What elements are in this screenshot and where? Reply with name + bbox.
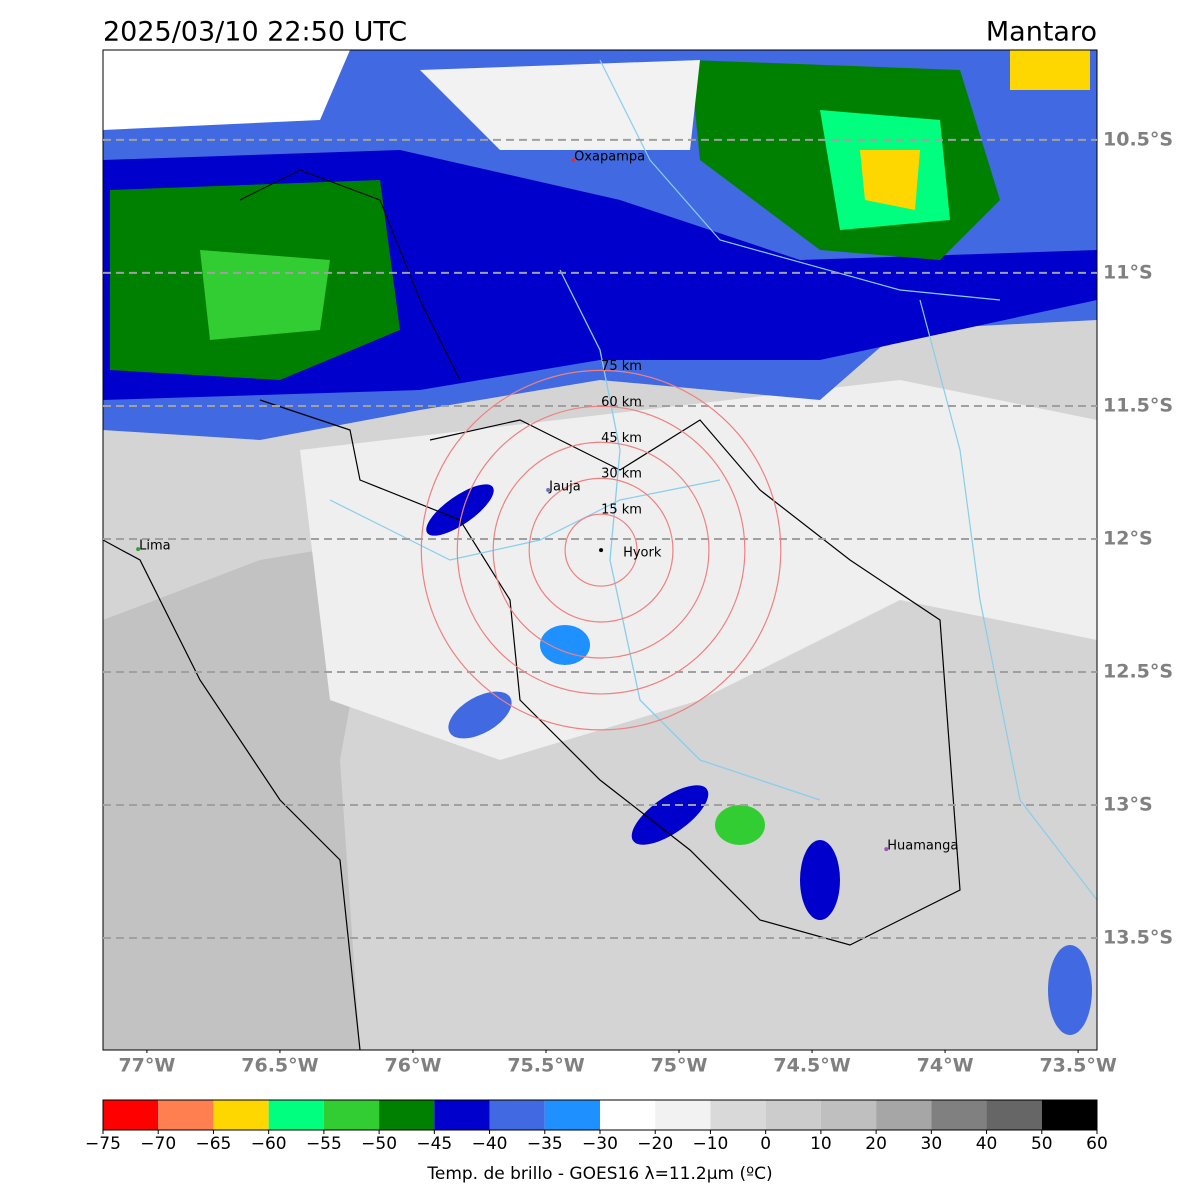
ring-label: 60 km: [601, 395, 642, 410]
title: 2025/03/10 22:50 UTC: [103, 17, 407, 48]
colorbar-tick-label: −35: [527, 1134, 563, 1154]
city-point: [599, 548, 604, 553]
colorbar-tick-label: −60: [251, 1134, 287, 1154]
colorbar-tick-label: −65: [195, 1134, 231, 1154]
city-point: [571, 158, 576, 163]
colorbar-segment: [600, 1100, 656, 1130]
city-point: [136, 547, 141, 552]
lat-label: 13.5°S: [1103, 927, 1173, 949]
colorbar-tick-label: 20: [865, 1134, 887, 1154]
range-ring: [564, 513, 638, 587]
lon-label: 74°W: [917, 1055, 974, 1077]
colorbar-segment: [323, 1100, 380, 1130]
city-point: [546, 488, 551, 493]
colorbar-tick-label: −70: [140, 1134, 176, 1154]
lat-label: 10.5°S: [1103, 128, 1173, 150]
colorbar-tick-label: 30: [921, 1134, 943, 1154]
lon-label: 76.5°W: [241, 1055, 318, 1077]
range-ring: [420, 369, 782, 731]
colorbar-segment: [1041, 1100, 1097, 1130]
map-frame: [102, 49, 1098, 1051]
colorbar-tick-label: −55: [306, 1134, 342, 1154]
range-ring: [492, 441, 710, 659]
colorbar-segment: [213, 1100, 269, 1130]
city-label: Hyork: [623, 546, 662, 561]
lat-label: 11°S: [1103, 261, 1153, 283]
city-label: Oxapampa: [574, 150, 645, 165]
colorbar-tick-label: 0: [760, 1134, 771, 1154]
city-label: Huamanga: [887, 839, 958, 854]
city-label: Lima: [139, 539, 170, 554]
city-point: [884, 847, 889, 852]
colorbar-tick-label: 60: [1086, 1134, 1108, 1154]
lon-label: 77°W: [118, 1055, 175, 1077]
colorbar-segment: [876, 1100, 932, 1130]
lon-label: 73.5°W: [1039, 1055, 1116, 1077]
ring-label: 15 km: [601, 503, 642, 518]
colorbar-segment: [765, 1100, 821, 1130]
colorbar-tick-label: −20: [637, 1134, 673, 1154]
colorbar-segment: [655, 1100, 711, 1130]
ring-label: 30 km: [601, 467, 642, 482]
colorbar-tick-label: −50: [361, 1134, 397, 1154]
colorbar-tick-label: −45: [416, 1134, 452, 1154]
colorbar-tick-label: −10: [692, 1134, 728, 1154]
imagery: [103, 50, 1097, 1050]
colorbar-segment: [158, 1100, 214, 1130]
colorbar-tick-label: −40: [472, 1134, 508, 1154]
colorbar-tick-label: 10: [810, 1134, 832, 1154]
region: Mantaro: [986, 17, 1097, 48]
ring-label: 75 km: [601, 359, 642, 374]
colorbar-segment: [268, 1100, 324, 1130]
colorbar-tick-label: 40: [976, 1134, 998, 1154]
lon-label: 74.5°W: [773, 1055, 850, 1077]
colorbar-segment: [379, 1100, 435, 1130]
colorbar-tick-label: −30: [582, 1134, 618, 1154]
lon-label: 75.5°W: [507, 1055, 584, 1077]
colorbar-segment: [434, 1100, 490, 1130]
colorbar-segment: [489, 1100, 545, 1130]
ring-label: 45 km: [601, 431, 642, 446]
colorbar-segment: [986, 1100, 1042, 1130]
range-ring: [456, 405, 746, 695]
lat-label: 12°S: [1103, 527, 1153, 549]
colorbar-tick-label: −75: [85, 1134, 121, 1154]
colorbar-segment: [820, 1100, 877, 1130]
lat-label: 13°S: [1103, 793, 1153, 815]
colorbar-segment: [544, 1100, 600, 1130]
city-label: Jauja: [548, 480, 581, 495]
colorbar-segment: [931, 1100, 987, 1130]
colorbar-segment: [710, 1100, 766, 1130]
colorbar-label: Temp. de brillo - GOES16 λ=11.2μm (ºC): [426, 1164, 772, 1184]
lon-label: 75°W: [651, 1055, 708, 1077]
lat-label: 12.5°S: [1103, 660, 1173, 682]
lon-label: 76°W: [385, 1055, 442, 1077]
range-ring: [528, 477, 674, 623]
lat-label: 11.5°S: [1103, 394, 1173, 416]
colorbar-tick-label: 50: [1031, 1134, 1053, 1154]
colorbar-segment: [103, 1100, 159, 1130]
